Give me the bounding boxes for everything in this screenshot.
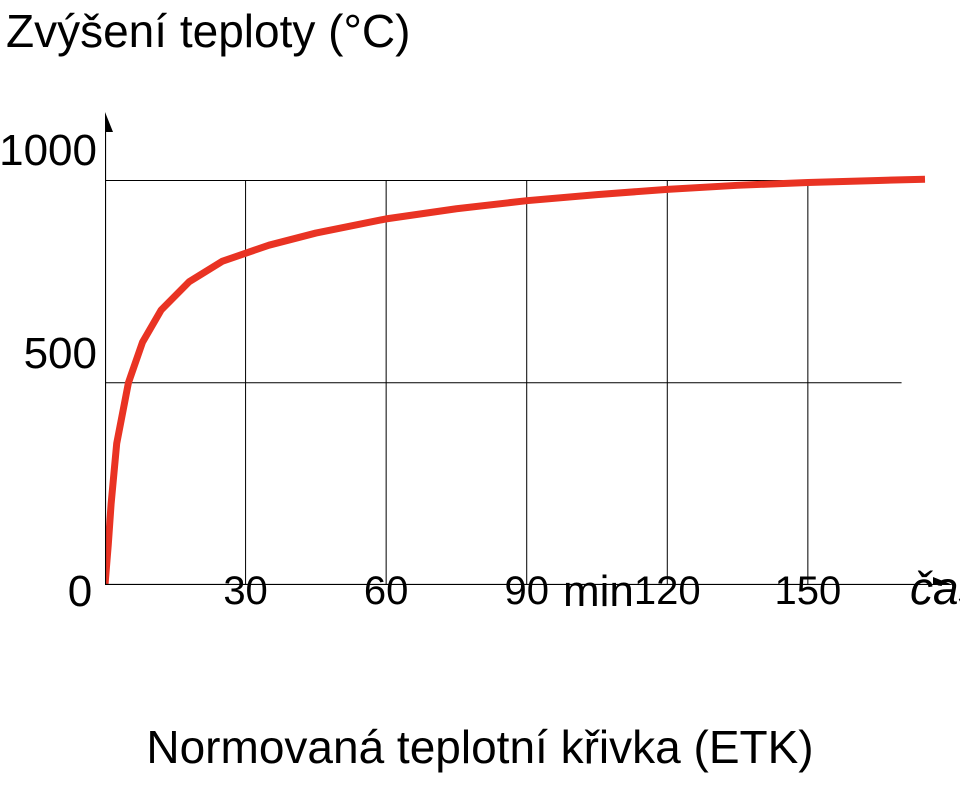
x-tick-label: 150 xyxy=(768,569,848,614)
x-tick-label: 60 xyxy=(346,569,426,614)
x-axis-unit: min xyxy=(563,567,634,617)
etk-chart xyxy=(105,110,955,590)
chart-caption: Normovaná teplotní křivka (ETK) xyxy=(146,720,813,774)
x-tick-label: 120 xyxy=(627,569,707,614)
x-tick-label: 30 xyxy=(206,569,286,614)
y-tick-label: 0 xyxy=(30,567,130,617)
y-tick-label: 1000 xyxy=(0,126,97,176)
chart-title: Zvýšení teploty (°C) xyxy=(6,4,410,58)
page: Zvýšení teploty (°C) 0 500 1000 30 60 90 120 1… xyxy=(0,0,960,787)
y-tick-label: 500 xyxy=(0,329,97,379)
x-axis-annotation: čas xyxy=(910,561,960,615)
chart-svg xyxy=(105,110,955,585)
x-tick-label: 90 xyxy=(487,569,567,614)
